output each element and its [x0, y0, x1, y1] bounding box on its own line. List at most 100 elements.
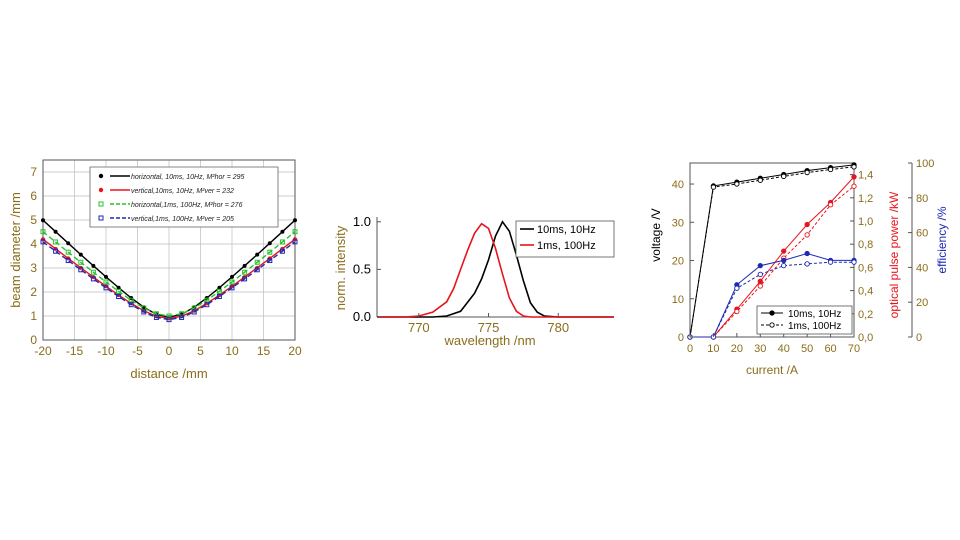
c1-data-point: [90, 269, 96, 275]
c2-y-ticks: 0.0 0.5 1.0: [353, 214, 381, 324]
c3-data-point: [851, 259, 857, 265]
c2-series-line: [377, 220, 614, 318]
c1-series-line: [42, 241, 296, 321]
c1-data-point: [53, 248, 59, 254]
c3-series-line: [689, 164, 855, 338]
c1-data-point: [267, 258, 273, 264]
c3-power-tick-label: 0,8: [858, 239, 873, 251]
c1-data-point: [229, 279, 235, 285]
c2-x-ticks: 770 775 780: [408, 313, 569, 335]
c2-x-axis-label: wavelength /nm: [443, 333, 535, 348]
c1-x-axis-label: distance /mm: [130, 366, 207, 381]
c3-x-tick-label: 60: [824, 343, 836, 355]
c3-data-point: [781, 173, 787, 180]
c1-data-point: [292, 239, 298, 245]
c3-voltage-axis-label: voltage /V: [649, 208, 663, 261]
c1-data-point: [217, 285, 222, 290]
c1-data-point: [267, 241, 272, 246]
c2-series-line: [377, 222, 614, 318]
c1-data-point: [255, 252, 260, 257]
c1-data-point: [90, 276, 96, 282]
c3-power-tick-label: 0,2: [858, 309, 873, 321]
c2-y-tick-label: 1.0: [353, 214, 371, 229]
c3-voltage-tick-label: 40: [672, 179, 684, 191]
c1-legend-label: vertical,10ms, 10Hz, M²ver = 232: [131, 188, 234, 195]
c3-efficiency-tick-label: 40: [916, 262, 928, 274]
c1-legend: horizontal, 10ms, 10Hz, M²hor = 295 verti…: [89, 166, 279, 228]
c1-data-point: [242, 276, 248, 282]
c1-data-point: [103, 285, 109, 291]
c1-legend-label: horizontal, 10ms, 10Hz, M²hor = 295: [131, 174, 245, 181]
c3-data-point: [757, 263, 763, 269]
c1-data-point: [153, 314, 159, 320]
c1-x-tick-label: 0: [166, 344, 173, 358]
c1-data-point: [53, 229, 58, 234]
c3-data-point: [734, 181, 740, 187]
c1-data-point: [292, 229, 298, 235]
c3-x-tick-label: 50: [801, 343, 813, 355]
c3-data-point: [781, 263, 787, 269]
c1-x-tick-label: -15: [66, 344, 84, 358]
c1-legend-marker: [98, 201, 104, 207]
c1-data-point: [78, 252, 83, 257]
c3-data-point: [734, 308, 740, 315]
c1-data-point: [242, 269, 248, 275]
c2-x-tick-label: 775: [478, 320, 500, 335]
c1-series-group: [40, 218, 298, 323]
c1-data-point: [40, 239, 46, 245]
c1-y-tick-label: 0: [30, 333, 37, 347]
c1-legend-marker: [98, 173, 104, 179]
c1-legend-items: horizontal, 10ms, 10Hz, M²hor = 295 verti…: [98, 173, 245, 223]
c1-x-tick-label: 20: [288, 344, 302, 358]
c3-legend-marker: [769, 322, 775, 328]
c3-voltage-tick-label: 20: [672, 256, 684, 268]
c3-data-point: [851, 174, 857, 180]
c3-power-axis-label: optical pulse power /kW: [887, 191, 901, 318]
c1-x-tick-label: 10: [225, 344, 239, 358]
c3-voltage-tick-label: 30: [672, 217, 684, 229]
c3-data-point: [757, 283, 763, 289]
c3-data-point: [804, 169, 810, 176]
c2-legend-label: 10ms, 10Hz: [537, 224, 596, 236]
c3-data-point: [757, 278, 763, 284]
c3-data-point: [827, 202, 834, 208]
c3-data-point: [804, 221, 810, 228]
c3-data-point: [827, 259, 834, 265]
c1-data-point: [242, 263, 247, 268]
c1-x-tick-label: 5: [197, 344, 204, 358]
c3-efficiency-axis-label: efficiency /%: [935, 206, 949, 273]
c1-data-point: [40, 229, 46, 235]
c3-data-point: [804, 232, 810, 238]
c3-voltage-tick-label: 10: [672, 294, 684, 306]
c1-data-point: [204, 302, 210, 308]
c1-data-point: [53, 239, 59, 245]
c1-data-point: [254, 259, 260, 265]
c3-plot-frame: [689, 162, 855, 338]
c1-data-point: [41, 218, 45, 223]
c1-y-tick-label: 4: [30, 237, 37, 251]
c3-efficiency-tick-label: 60: [916, 228, 928, 240]
c3-series-line: [690, 261, 854, 338]
c3-x-tick-label: 20: [731, 343, 743, 355]
c2-series-group: [377, 220, 614, 318]
c3-power-tick-label: 0,6: [858, 262, 873, 274]
c3-power-tick-label: 1,0: [858, 216, 873, 228]
c1-data-point: [66, 241, 71, 246]
c1-data-point: [179, 314, 185, 320]
c3-power-tick-label: 1,2: [858, 193, 873, 205]
c1-data-point: [216, 294, 222, 300]
c3-data-point: [804, 250, 810, 257]
beam-diameter-chart: -20 -15 -10 -5 0 5 10 15 20 0 1 2 3 4 5 6 7 distance /m…: [8, 159, 302, 381]
c2-legend-items: 10ms, 10Hz 1ms, 100Hz: [520, 224, 596, 252]
c1-data-point: [128, 302, 134, 308]
c3-series-group: [687, 162, 857, 340]
c1-legend-marker: [98, 215, 104, 221]
c3-series-line: [689, 166, 855, 338]
c3-data-point: [851, 183, 857, 189]
c1-data-point: [166, 317, 172, 323]
c3-legend-marker: [769, 310, 775, 316]
c3-data-point: [781, 257, 787, 264]
